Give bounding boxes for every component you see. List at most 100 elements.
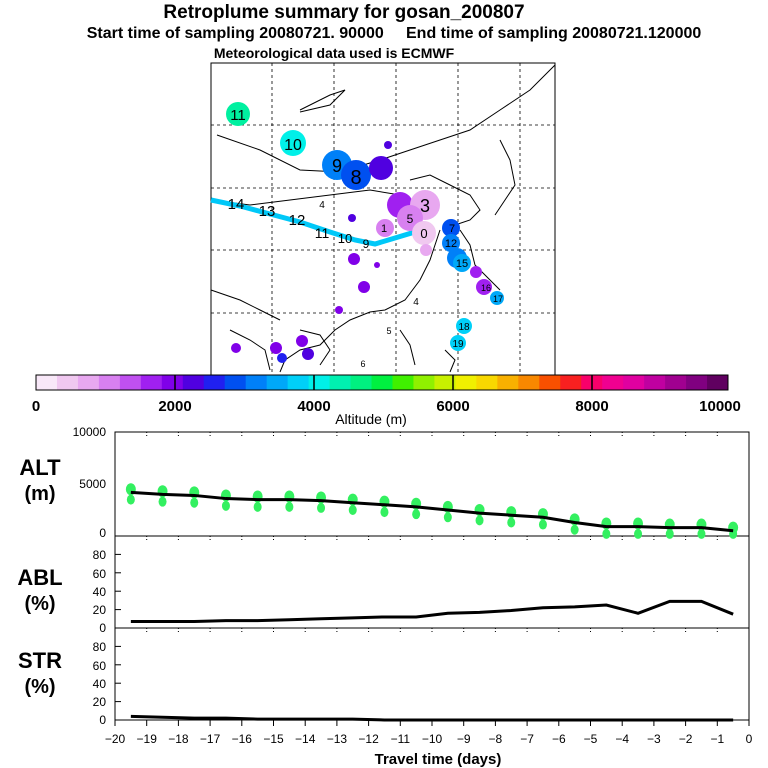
colorbar-swatch <box>518 375 540 390</box>
cluster-bubble <box>348 253 360 265</box>
cluster-bubble <box>420 244 432 256</box>
alt-series-line <box>130 490 734 533</box>
cluster-bubble <box>412 221 436 245</box>
alt-ytick: 10000 <box>73 425 107 439</box>
colorbar-tick: 4000 <box>297 398 330 415</box>
alt-plume-blob <box>665 528 674 539</box>
str-panel-unit: (%) <box>24 676 55 698</box>
alt-plume-blob <box>634 528 643 539</box>
colorbar-swatch <box>245 375 268 390</box>
x-tick-label: −2 <box>679 732 693 746</box>
x-tick-label: −7 <box>520 732 534 746</box>
colorbar-swatch <box>686 375 708 390</box>
alt-plume-blob <box>507 517 516 528</box>
cluster-bubble <box>384 141 392 149</box>
end-time-label: End time of sampling 20080721.120000 <box>406 25 702 42</box>
cluster-bubble <box>280 130 306 156</box>
alt-plume-blob <box>412 509 421 520</box>
abl-ytick: 60 <box>93 567 107 581</box>
cluster-bubble <box>358 281 370 293</box>
x-tick-label: −20 <box>105 732 126 746</box>
x-axis-ticks: −20 −19 −18 −17 −16 −15 −14 −13 −12 −11 −10 −9 −8 −7−… <box>105 432 753 746</box>
alt-plume-blob <box>126 494 135 505</box>
colorbar-swatch <box>560 375 582 390</box>
x-tick-label: −5 <box>584 732 598 746</box>
map-labels: 11 10 9 8 3 0 14 13 12 11 10 9 1 5 7 12 … <box>228 107 503 369</box>
x-tick-label: −17 <box>200 732 221 746</box>
x-tick-label: −11 <box>391 732 411 746</box>
colorbar-swatch <box>287 375 310 390</box>
colorbar-tick: 2000 <box>158 398 191 415</box>
cluster-bubble <box>226 102 250 126</box>
colorbar-tick: 8000 <box>575 398 608 415</box>
colorbar-swatch <box>308 375 331 390</box>
cluster-label: 18 <box>458 322 470 333</box>
alt-ytick: 0 <box>99 526 106 540</box>
colorbar-swatch <box>266 375 289 390</box>
colorbar-swatch <box>329 375 352 390</box>
colorbar-swatch <box>476 375 498 390</box>
sampling-times: Start time of sampling 20080721. 90000 E… <box>10 25 768 43</box>
alt-plume-blob <box>158 496 167 507</box>
cluster-label: 5 <box>386 326 391 336</box>
traj-label: 1 <box>381 223 387 235</box>
cluster-bubble <box>470 266 482 278</box>
chart-title: Retroplume summary for gosan_200807 <box>163 2 525 23</box>
time-series-panels: ALT (m) ABL (%) STR (%) 0 5000 10000 0 2… <box>17 425 752 768</box>
colorbar-swatch <box>644 375 666 390</box>
x-tick-label: −1 <box>710 732 724 746</box>
cluster-bubble <box>442 219 460 237</box>
x-tick-label: −14 <box>295 732 316 746</box>
alt-plume-blob <box>380 507 389 518</box>
cluster-bubble <box>348 214 356 222</box>
x-tick-label: −4 <box>615 732 629 746</box>
colorbar-swatch <box>539 375 561 390</box>
start-time-label: Start time of sampling 20080721. 90000 <box>86 25 384 42</box>
abl-panel-unit: (%) <box>24 593 55 615</box>
cluster-label: 4 <box>413 297 419 308</box>
colorbar-swatch <box>203 375 226 390</box>
x-tick-label: 0 <box>746 732 753 746</box>
traj-label: 14 <box>228 196 245 213</box>
traj-label: 12 <box>289 212 306 229</box>
cluster-label: 19 <box>452 339 464 350</box>
colorbar-swatch <box>161 375 184 390</box>
colorbar-swatch <box>119 375 142 390</box>
traj-label: 11 <box>315 225 330 241</box>
colorbar-ticks: 0 2000 4000 6000 8000 10000 <box>32 398 741 415</box>
trajectory-line <box>210 197 429 247</box>
alt-plume-blob <box>285 501 294 512</box>
x-tick-label: −15 <box>263 732 284 746</box>
str-frame <box>114 627 750 721</box>
colorbar-swatch <box>707 375 729 390</box>
cluster-label: 3 <box>420 196 430 216</box>
cluster-bubble <box>341 160 371 190</box>
str-ytick: 0 <box>99 713 106 727</box>
x-tick-label: −3 <box>647 732 661 746</box>
x-tick-label: −8 <box>489 732 503 746</box>
colorbar-swatch <box>434 375 456 390</box>
abl-ytick: 20 <box>93 603 107 617</box>
x-tick-label: −18 <box>168 732 189 746</box>
cluster-bubble <box>374 262 380 268</box>
map-frame <box>210 62 556 376</box>
cluster-bubble <box>490 291 504 305</box>
str-ytick: 80 <box>93 640 107 654</box>
colorbar-swatch <box>413 375 435 390</box>
traj-label: 13 <box>259 203 276 220</box>
alt-plume-blob <box>538 519 547 530</box>
abl-ytick: 40 <box>93 585 107 599</box>
x-tick-label: −9 <box>457 732 471 746</box>
cluster-bubble <box>456 318 472 334</box>
cluster-label: 11 <box>230 107 246 124</box>
cluster-bubble <box>376 219 394 237</box>
cluster-bubble <box>277 353 287 363</box>
cluster-bubble <box>335 306 343 314</box>
alt-plume-blob <box>190 497 199 508</box>
x-tick-label: −6 <box>552 732 566 746</box>
cluster-label: 17 <box>493 294 503 304</box>
cluster-label: 7 <box>449 223 455 235</box>
str-ytick: 20 <box>93 695 107 709</box>
traj-label: 9 <box>363 237 370 251</box>
cluster-bubble <box>231 343 241 353</box>
